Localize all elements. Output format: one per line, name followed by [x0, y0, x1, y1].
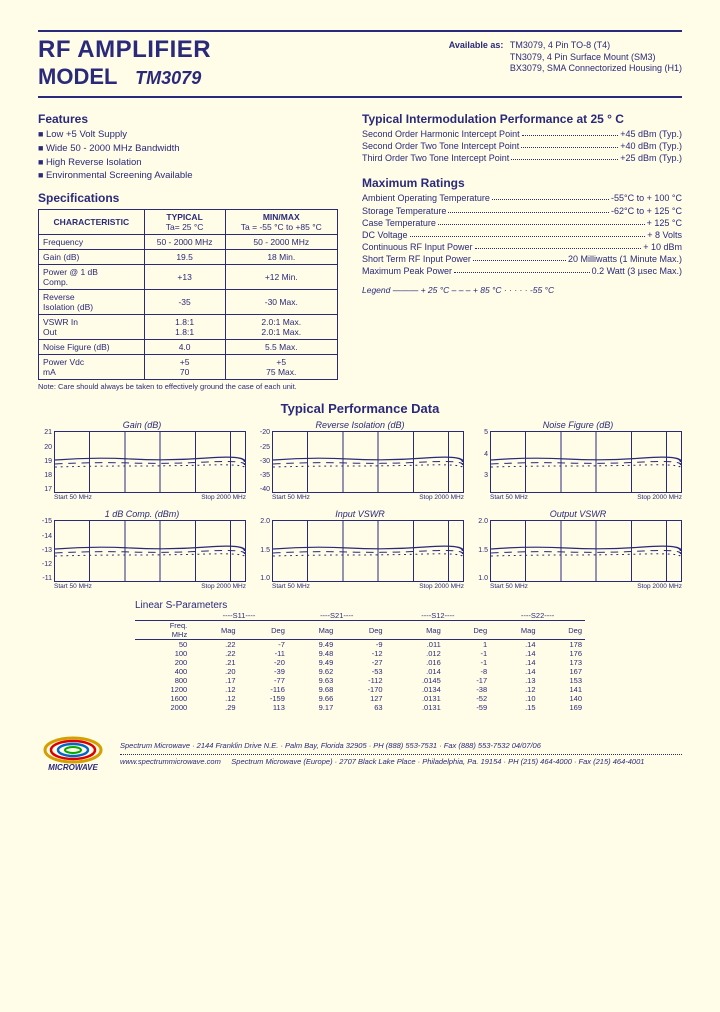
spec-row: Gain (dB) 19.5 18 Min. [39, 250, 338, 265]
chart: Noise Figure (dB) 543 Start 50 MHzStop 2… [474, 420, 682, 501]
perf-title: Typical Performance Data [38, 401, 682, 416]
spectrum-logo-icon: MICROWAVE [38, 730, 108, 778]
svg-text:MICROWAVE: MICROWAVE [48, 763, 98, 772]
footer-line2: Spectrum Microwave (Europe) · 2707 Black… [231, 757, 644, 766]
kv-row: Second Order Two Tone Intercept Point+40… [362, 140, 682, 152]
kv-row: DC Voltage+ 8 Volts [362, 229, 682, 241]
feature-item: High Reverse Isolation [38, 156, 338, 170]
sparam-row: 1200.12-1169.68-170.0134-38.12141 [135, 685, 585, 694]
kv-row: Maximum Peak Power0.2 Watt (3 µsec Max.) [362, 265, 682, 277]
footer: MICROWAVE Spectrum Microwave · 2144 Fran… [38, 730, 682, 778]
available-as: Available as: TM3079, 4 Pin TO-8 (T4)TN3… [449, 40, 682, 75]
sparams-title: Linear S-Parameters [135, 600, 585, 611]
footer-url: www.spectrummicrowave.com [120, 757, 221, 766]
sparams-table: ----S11--------S21--------S12--------S22… [135, 611, 585, 712]
kv-row: Storage Temperature-62°C to + 125 °C [362, 205, 682, 217]
available-line: BX3079, SMA Connectorized Housing (H1) [510, 63, 682, 75]
sparam-row: 400.20-399.62-53.014-8.14167 [135, 667, 585, 676]
features-title: Features [38, 112, 338, 126]
maxratings-title: Maximum Ratings [362, 176, 682, 190]
spec-table: CHARACTERISTIC TYPICALTa= 25 °C MIN/MAXT… [38, 209, 338, 380]
specs-title: Specifications [38, 191, 338, 205]
chart: Input VSWR 2.01.51.0 Start 50 MHzStop 20… [256, 509, 464, 590]
spec-row: Frequency 50 - 2000 MHz 50 - 2000 MHz [39, 235, 338, 250]
spec-note: Note: Care should always be taken to eff… [38, 382, 338, 391]
spec-row: ReverseIsolation (dB) -35 -30 Max. [39, 290, 338, 315]
feature-item: Low +5 Volt Supply [38, 128, 338, 142]
kv-row: Ambient Operating Temperature-55°C to + … [362, 192, 682, 204]
chart: Output VSWR 2.01.51.0 Start 50 MHzStop 2… [474, 509, 682, 590]
intermod-title: Typical Intermodulation Performance at 2… [362, 112, 682, 126]
sparam-row: 800.17-779.63-112.0145-17.13153 [135, 676, 585, 685]
sparam-row: 100.22-119.48-12.012-1.14176 [135, 649, 585, 658]
chart: Reverse Isolation (dB) -20-25-30-35-40 S… [256, 420, 464, 501]
chart: 1 dB Comp. (dBm) -15-14-13-12-11 Start 5… [38, 509, 246, 590]
sparam-row: 1600.12-1599.66127.0131-52.10140 [135, 694, 585, 703]
header: RF AMPLIFIER MODEL TM3079 Available as: … [38, 36, 682, 90]
legend: Legend ——— + 25 °C – – – + 85 °C · · · ·… [362, 285, 682, 295]
kv-row: Short Term RF Input Power20 Milliwatts (… [362, 253, 682, 265]
sparam-row: 50.22-79.49-9.0111.14178 [135, 640, 585, 650]
kv-row: Third Order Two Tone Intercept Point+25 … [362, 152, 682, 164]
features-list: Low +5 Volt SupplyWide 50 - 2000 MHz Ban… [38, 128, 338, 183]
kv-row: Case Temperature+ 125 °C [362, 217, 682, 229]
footer-line1: Spectrum Microwave · 2144 Franklin Drive… [120, 741, 682, 752]
model-number: TM3079 [135, 68, 201, 88]
chart: Gain (dB) 2120191817 Start 50 MHzStop 20… [38, 420, 246, 501]
available-line: TM3079, 4 Pin TO-8 (T4) [510, 40, 682, 52]
spec-row: Power @ 1 dBComp. +13 +12 Min. [39, 265, 338, 290]
kv-row: Continuous RF Input Power+ 10 dBm [362, 241, 682, 253]
spec-row: VSWR In Out 1.8:11.8:1 2.0:1 Max.2.0:1 M… [39, 315, 338, 340]
feature-item: Wide 50 - 2000 MHz Bandwidth [38, 142, 338, 156]
kv-row: Second Order Harmonic Intercept Point+45… [362, 128, 682, 140]
feature-item: Environmental Screening Available [38, 169, 338, 183]
available-line: TN3079, 4 Pin Surface Mount (SM3) [510, 52, 682, 64]
spec-row: Power Vdc mA +570 +575 Max. [39, 355, 338, 380]
title-line2: MODEL [38, 64, 117, 89]
sparam-row: 200.21-209.49-27.016-1.14173 [135, 658, 585, 667]
title-line1: RF AMPLIFIER [38, 36, 211, 64]
spec-row: Noise Figure (dB) 4.0 5.5 Max. [39, 340, 338, 355]
sparam-row: 2000.291139.1763.0131-59.15169 [135, 703, 585, 712]
